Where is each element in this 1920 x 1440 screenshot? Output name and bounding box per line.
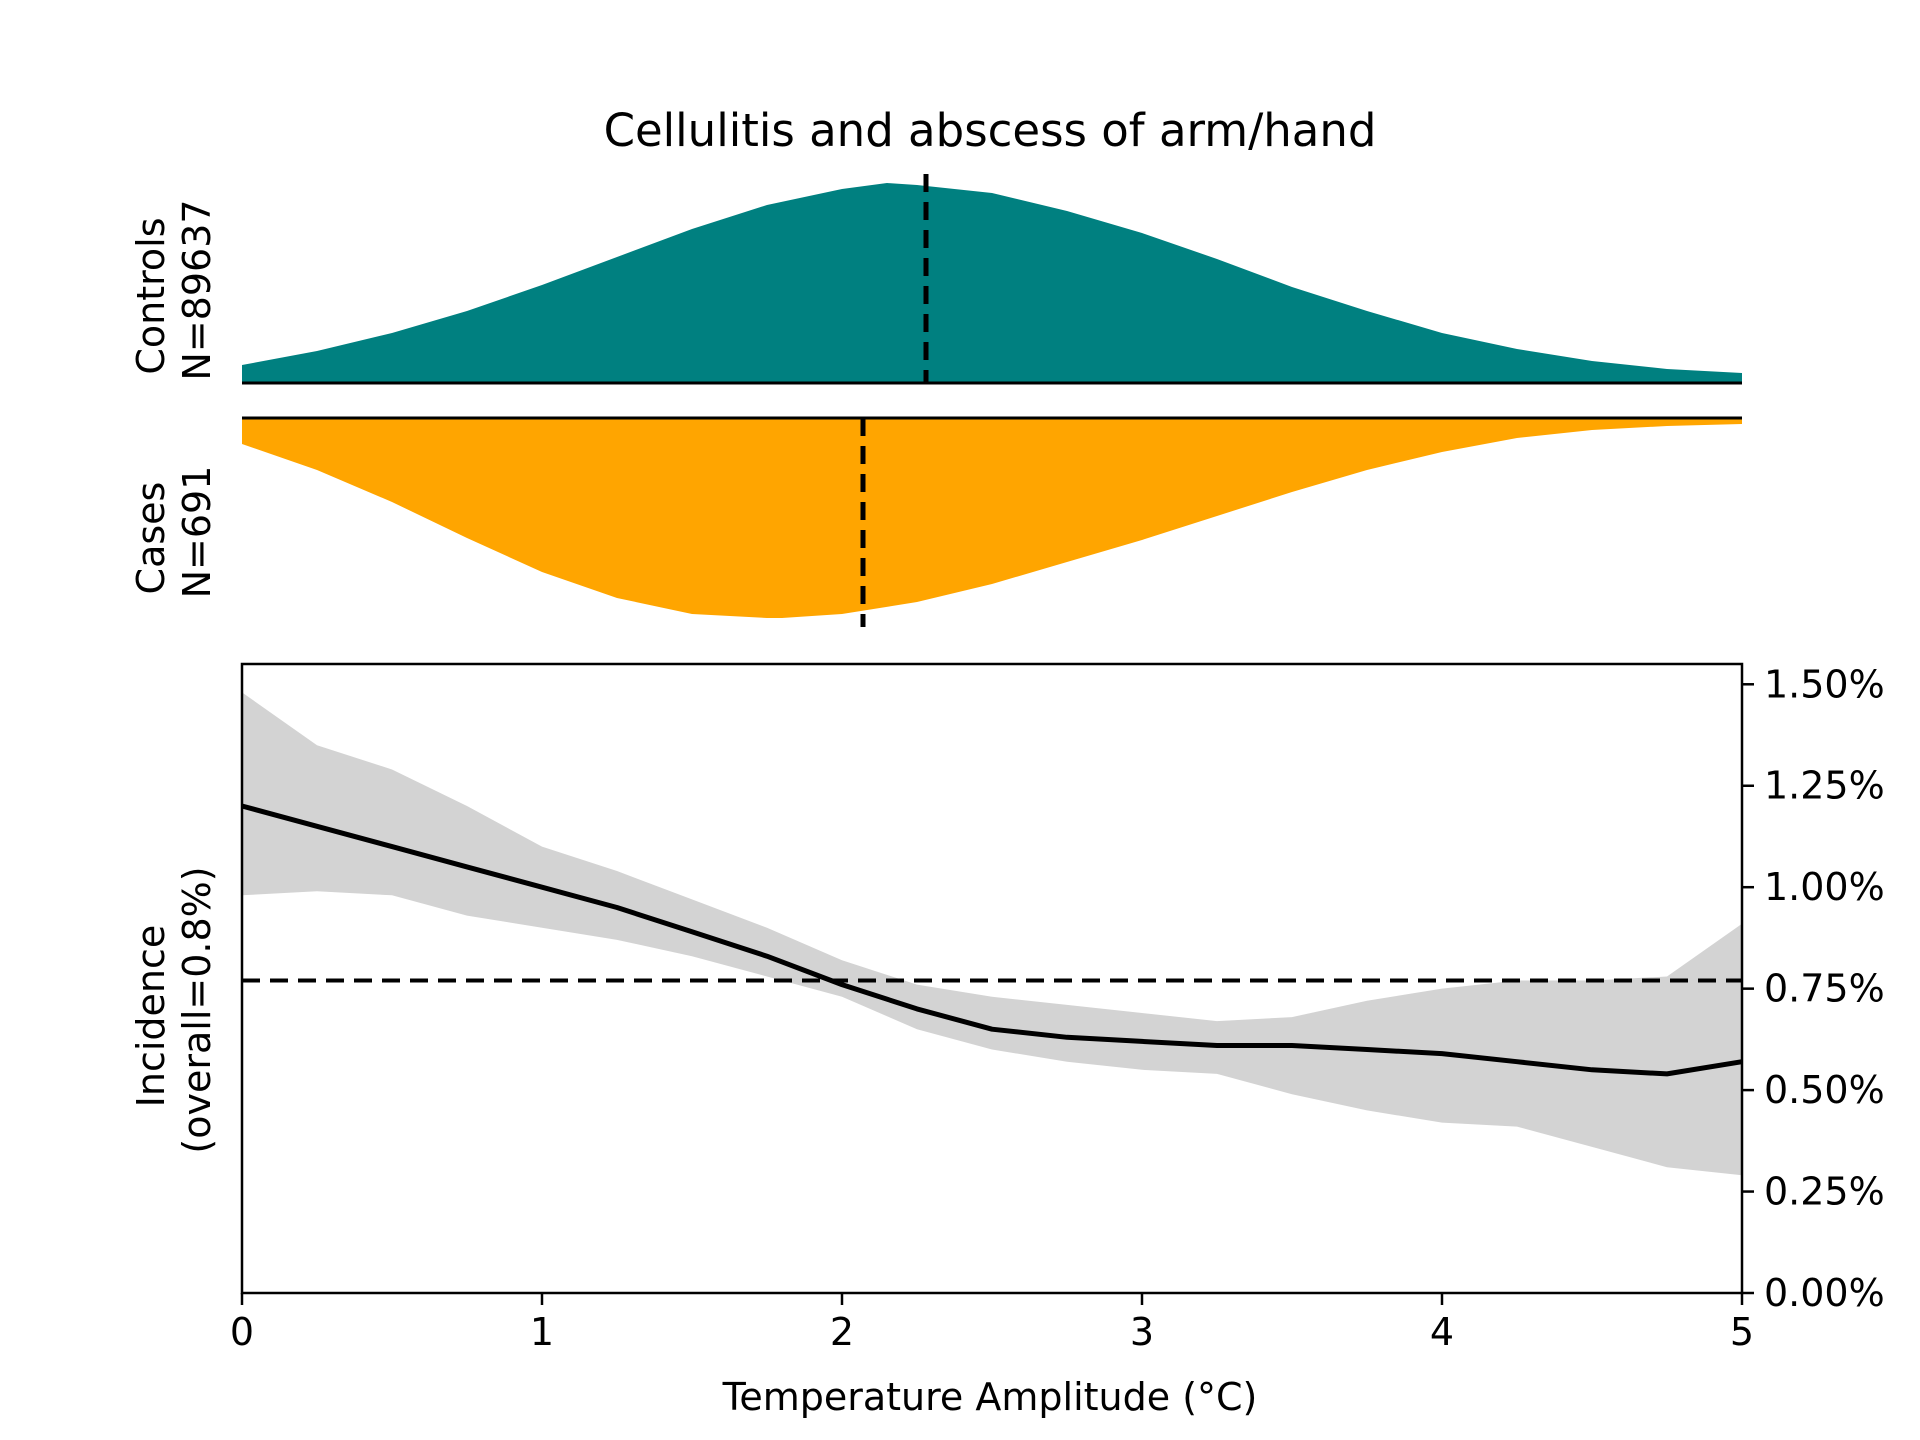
x-tick-label: 4 — [1430, 1310, 1454, 1354]
x-tick-label: 0 — [230, 1310, 254, 1354]
y-tick-label: 0.25% — [1764, 1170, 1885, 1214]
x-axis-label: Temperature Amplitude (°C) — [722, 1375, 1258, 1419]
controls-ylabel: Controls N=89637 — [129, 199, 219, 380]
y-tick-label: 1.25% — [1764, 764, 1885, 808]
y-tick-label: 1.50% — [1764, 662, 1885, 706]
controls-density-area — [242, 183, 1742, 383]
y-tick-label: 0.75% — [1764, 967, 1885, 1011]
incidence-ylabel-line2: (overall=0.8%) — [175, 866, 219, 1153]
incidence-ylabel: Incidence (overall=0.8%) — [129, 866, 219, 1153]
cases-ylabel: Cases N=691 — [129, 466, 219, 599]
cases-panel: Cases N=691 — [129, 416, 1742, 627]
cases-density-area — [242, 418, 1742, 618]
x-tick-label: 2 — [830, 1310, 854, 1354]
cases-ylabel-line2: N=691 — [175, 466, 219, 599]
controls-ylabel-line2: N=89637 — [175, 199, 219, 380]
controls-panel: Controls N=89637 — [129, 174, 1742, 385]
incidence-plot-frame — [240, 662, 1744, 1295]
incidence-ylabel-line1: Incidence — [129, 925, 173, 1108]
y-tick-label: 0.50% — [1764, 1068, 1885, 1112]
chart-title: Cellulitis and abscess of arm/hand — [604, 104, 1377, 157]
controls-ylabel-line1: Controls — [129, 217, 173, 374]
y-axis-ticks: 0.00% 0.25% 0.50% 0.75% 1.00% 1.25% 1.50% — [1742, 662, 1885, 1315]
y-tick-label: 0.00% — [1764, 1271, 1885, 1315]
x-tick-label: 3 — [1130, 1310, 1154, 1354]
x-axis-ticks: 0 1 2 3 4 5 — [230, 1293, 1754, 1354]
x-tick-label: 1 — [530, 1310, 554, 1354]
confidence-band — [242, 692, 1742, 1176]
y-tick-label: 1.00% — [1764, 865, 1885, 909]
incidence-panel: 0 1 2 3 4 5 0.00% 0.25% 0.50% 0.75% 1.00% 1.25% 1.5… — [129, 662, 1885, 1419]
incidence-series-line — [241, 803, 1743, 1077]
x-tick-label: 5 — [1730, 1310, 1754, 1354]
cases-ylabel-line1: Cases — [129, 482, 173, 595]
